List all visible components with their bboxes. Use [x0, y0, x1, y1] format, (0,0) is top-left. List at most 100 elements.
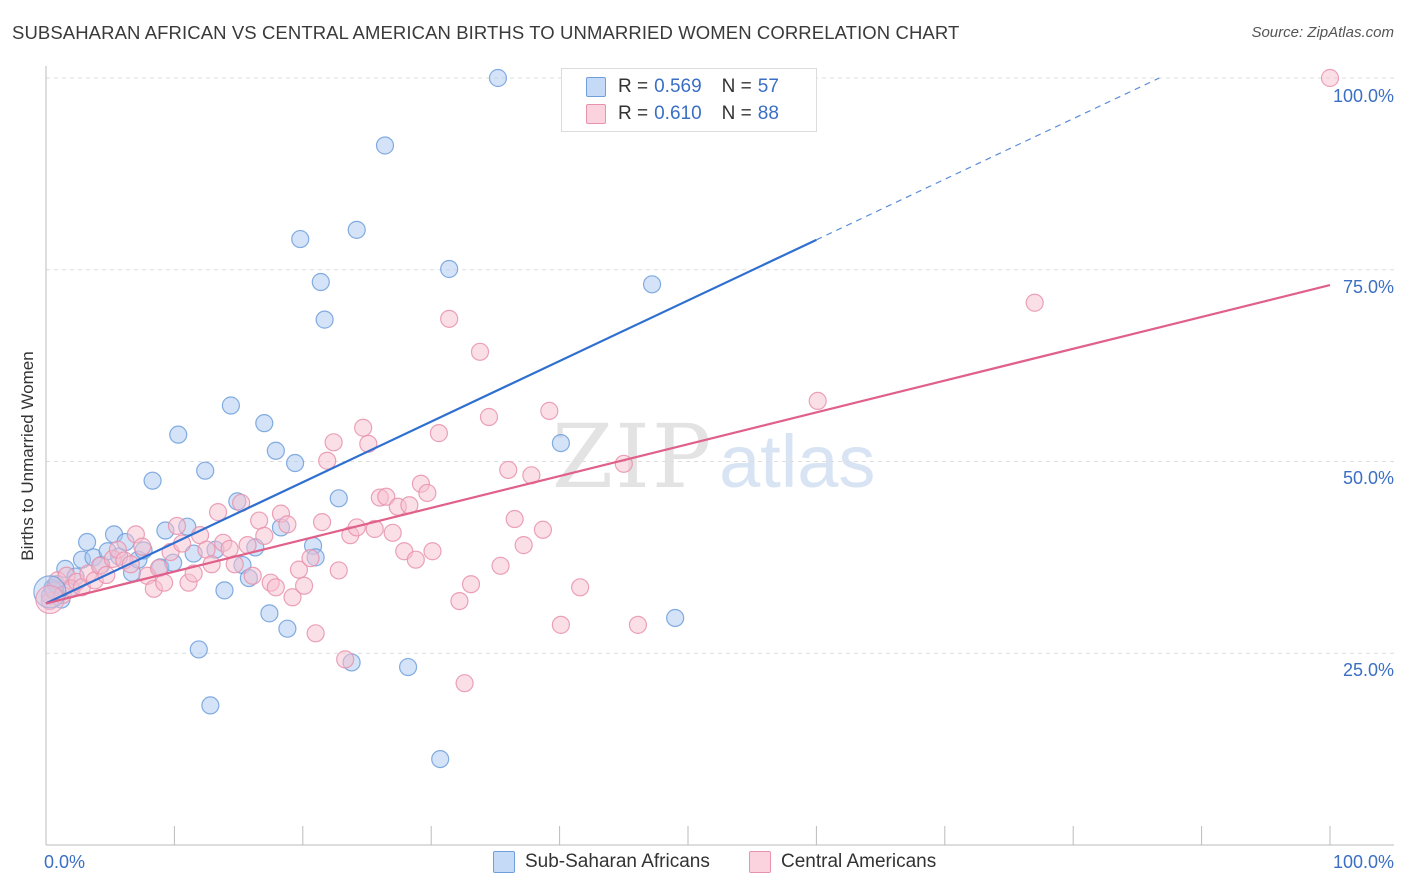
point-blue: [398, 657, 418, 677]
stats-n-label: N =: [721, 76, 752, 97]
point-pink: [365, 519, 384, 539]
point-pink: [406, 550, 425, 569]
point-pink: [514, 536, 533, 555]
point-blue: [666, 608, 685, 628]
point-pink: [450, 591, 469, 611]
point-blue: [255, 414, 274, 433]
point-pink: [808, 391, 827, 411]
point-pink: [1025, 293, 1044, 312]
trend-line-blue-extension: [816, 77, 1160, 241]
stats-swatch-blue: [586, 77, 606, 97]
point-blue: [551, 433, 570, 453]
point-blue: [260, 604, 279, 623]
point-blue: [488, 68, 508, 88]
point-pink: [312, 512, 332, 532]
point-pink: [491, 556, 510, 575]
stats-row-pink: R = 0.610 N = 88: [586, 102, 779, 126]
point-blue: [642, 275, 662, 294]
legend-item-central-american[interactable]: Central Americans: [749, 851, 936, 873]
point-pink: [461, 575, 481, 594]
point-pink: [173, 534, 192, 553]
point-blue: [278, 619, 297, 638]
point-pink: [533, 520, 553, 539]
point-blue: [329, 489, 348, 508]
point-blue: [431, 749, 450, 769]
point-blue: [201, 696, 220, 715]
point-pink: [318, 451, 337, 470]
point-pink: [306, 624, 325, 643]
point-pink: [167, 516, 187, 536]
point-blue: [285, 453, 305, 473]
point-blue: [311, 272, 330, 292]
trend-lines: [45, 77, 1331, 605]
chart-title: SUBSAHARAN AFRICAN VS CENTRAL AMERICAN B…: [12, 22, 960, 43]
trend-line-blue: [45, 238, 817, 605]
stats-n-label: N =: [721, 103, 752, 124]
stats-n-value: 88: [757, 103, 779, 124]
point-pink: [266, 578, 285, 597]
stats-r-value: 0.569: [654, 76, 702, 97]
stats-legend: R = 0.569 N = 57 R = 0.610 N = 88: [561, 68, 817, 132]
series-legend: Sub-Saharan Africans Central Americans: [0, 851, 1406, 877]
y-tick-label-25: 25.0%: [1342, 660, 1394, 680]
point-pink: [278, 515, 297, 534]
point-blue: [143, 471, 162, 490]
point-pink: [283, 588, 302, 607]
point-pink: [418, 483, 437, 503]
point-pink: [479, 407, 499, 427]
point-pink: [359, 434, 378, 453]
point-pink: [294, 576, 314, 595]
y-tick-label-75: 75.0%: [1342, 277, 1394, 297]
point-blue: [291, 229, 310, 249]
point-pink: [250, 511, 269, 530]
point-pink: [440, 309, 459, 328]
stats-swatch-pink: [586, 104, 606, 124]
trend-line-pink: [45, 284, 1331, 605]
y-tick-label-50: 50.0%: [1342, 468, 1394, 488]
point-pink: [155, 573, 174, 592]
point-pink: [329, 561, 348, 580]
point-pink: [289, 560, 309, 579]
point-pink: [455, 674, 474, 693]
legend-item-sub-saharan[interactable]: Sub-Saharan Africans: [493, 851, 710, 873]
point-pink: [505, 509, 524, 529]
point-blue: [169, 425, 188, 444]
point-pink: [377, 487, 396, 506]
axes: [45, 66, 1394, 846]
point-pink: [133, 537, 152, 556]
point-pink: [423, 542, 442, 561]
point-blue: [315, 310, 334, 329]
point-pink: [1320, 68, 1340, 88]
legend-swatch-blue: [493, 851, 515, 873]
point-blue: [375, 136, 395, 155]
point-blue: [77, 532, 97, 552]
point-pink: [571, 578, 590, 597]
stats-r-label: R =: [618, 103, 649, 124]
y-tick-label-100: 100.0%: [1332, 86, 1394, 106]
point-pink: [470, 342, 490, 361]
point-blue: [347, 220, 366, 239]
point-pink: [208, 503, 228, 522]
point-pink: [301, 549, 320, 568]
point-blue: [221, 396, 240, 415]
point-pink: [324, 433, 343, 452]
point-pink: [184, 564, 203, 583]
point-pink: [336, 650, 355, 669]
legend-label-central-american: Central Americans: [781, 851, 937, 872]
point-pink: [243, 566, 262, 585]
point-pink: [499, 460, 518, 480]
point-pink: [255, 526, 274, 545]
stats-row-blue: R = 0.569 N = 57: [586, 75, 779, 99]
x-tick-label-max: 100.0%: [1332, 852, 1394, 872]
point-pink: [383, 523, 402, 542]
point-pink: [429, 424, 449, 443]
stats-r-label: R =: [618, 76, 649, 97]
stats-r-value: 0.610: [654, 103, 702, 124]
point-pink: [628, 615, 648, 634]
legend-label-sub-saharan: Sub-Saharan Africans: [525, 851, 710, 872]
point-pink: [540, 401, 559, 420]
point-blue: [266, 441, 285, 460]
point-blue: [196, 461, 215, 480]
point-blue: [440, 259, 459, 279]
